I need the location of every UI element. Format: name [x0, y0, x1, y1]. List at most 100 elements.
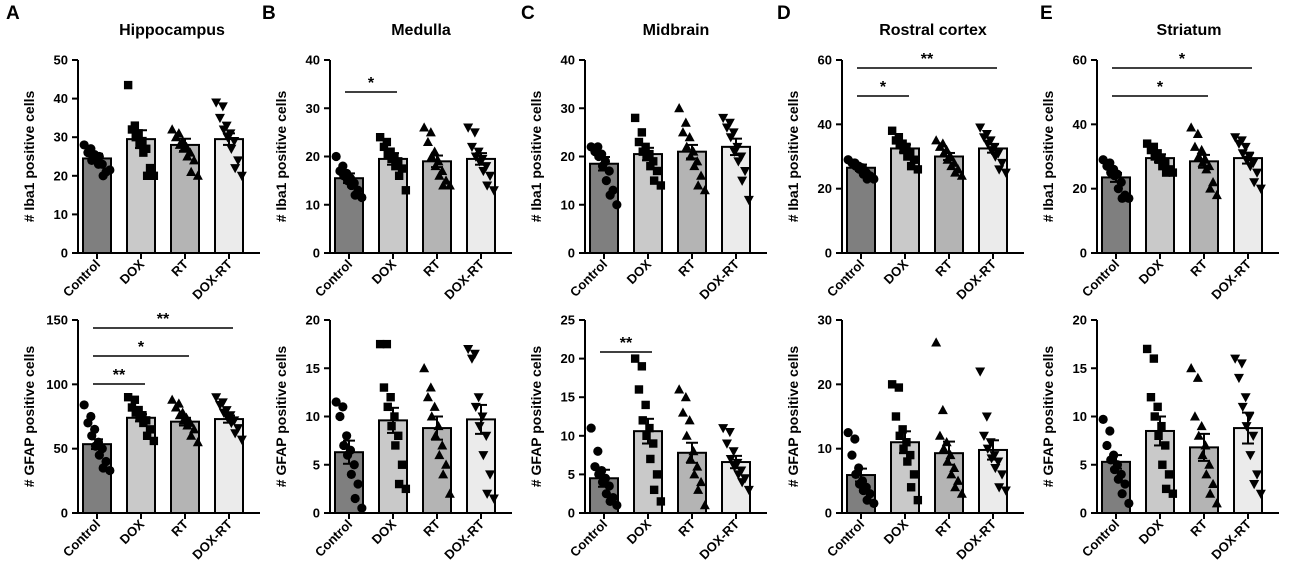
data-point-dox: [895, 431, 904, 440]
data-point-dox-rt: [743, 195, 754, 206]
data-point-rt: [189, 424, 200, 434]
data-point-dox: [634, 385, 644, 394]
panel-title-rostral-cortex: Rostral cortex: [879, 22, 987, 39]
y-tick-label: 5: [1080, 457, 1087, 472]
data-point-dox: [139, 418, 148, 428]
data-point-control: [605, 190, 615, 200]
error-bar-dox: [387, 152, 399, 166]
panel-letters: A B C D E: [6, 3, 1053, 24]
data-point-rt: [1193, 151, 1204, 161]
data-point-dox: [123, 80, 133, 90]
significance-bracket: **: [857, 51, 997, 69]
y-tick-label: 0: [568, 506, 575, 521]
data-point-dox-rt: [733, 157, 744, 167]
data-point-rt: [437, 440, 448, 450]
data-point-dox-rt: [229, 137, 240, 147]
data-point-dox-rt: [1000, 486, 1011, 496]
panel-letter-d: D: [777, 3, 791, 24]
x-category-label-dox: DOX: [1136, 256, 1167, 287]
data-point-dox: [123, 393, 133, 402]
data-point-dox-rt: [214, 400, 225, 411]
data-point-rt: [684, 132, 695, 142]
data-point-control: [1105, 426, 1115, 436]
y-axis-label: # Iba1 positive cells: [273, 91, 289, 223]
error-bar-dox: [1154, 153, 1166, 163]
data-point-dox: [891, 412, 901, 421]
data-point-rt: [693, 484, 704, 494]
data-point-dox-rt: [1244, 412, 1255, 422]
data-point-rt: [1192, 372, 1203, 382]
error-bar-control: [1110, 454, 1122, 470]
data-point-rt: [186, 166, 197, 176]
error-bar-control: [343, 439, 355, 465]
data-point-dox: [394, 171, 404, 180]
data-point-dox: [656, 497, 666, 506]
data-point-dox-rt: [466, 142, 477, 153]
data-point-control: [847, 450, 857, 460]
data-point-dox-rt: [485, 470, 496, 480]
data-point-dox: [382, 137, 392, 147]
y-tick-label: 60: [818, 53, 832, 68]
data-point-dox-rt: [1237, 402, 1248, 413]
x-category-label-rt: RT: [168, 516, 191, 539]
data-point-dox-rt: [233, 424, 244, 434]
data-point-dox: [1142, 344, 1152, 354]
data-point-control: [862, 174, 872, 184]
data-point-dox-rt: [1236, 359, 1247, 369]
y-tick-label: 20: [561, 149, 575, 164]
data-point-dox: [909, 155, 919, 164]
data-point-dox-rt: [1255, 184, 1266, 194]
x-category-label-dox-rt: DOX-RT: [953, 516, 999, 562]
data-point-rt: [950, 482, 961, 492]
error-bar-dox-rt: [730, 137, 742, 157]
x-category-label-control: Control: [312, 517, 355, 560]
x-category-label-rt: RT: [932, 256, 955, 279]
error-bar-dox-rt: [223, 132, 235, 146]
data-point-rt: [950, 167, 961, 177]
data-point-dox-rt: [997, 470, 1008, 480]
data-point-control: [357, 192, 367, 203]
data-point-rt: [425, 127, 436, 137]
data-point-rt: [938, 443, 949, 453]
data-point-rt: [438, 469, 449, 479]
data-point-dox-rt: [994, 483, 1005, 493]
data-point-dox: [913, 165, 923, 174]
data-point-rt: [438, 180, 449, 190]
data-point-rt: [1189, 141, 1200, 151]
data-point-dox: [906, 161, 916, 171]
data-point-rt: [1208, 478, 1219, 489]
data-point-rt: [956, 488, 967, 498]
data-point-dox: [1142, 139, 1152, 148]
data-point-dox: [909, 470, 919, 479]
data-point-rt: [696, 476, 707, 487]
data-point-rt: [681, 430, 692, 440]
y-tick-label: 10: [561, 428, 575, 443]
data-point-dox-rt: [485, 171, 496, 181]
data-point-dox: [1153, 402, 1162, 412]
data-point-dox-rt: [236, 435, 247, 445]
data-point-control: [1124, 193, 1134, 203]
data-point-dox-rt: [718, 424, 729, 434]
data-point-dox-rt: [997, 158, 1008, 169]
data-point-dox-rt: [1249, 178, 1260, 188]
data-point-dox-rt: [230, 164, 241, 174]
x-category-label-control: Control: [824, 257, 867, 300]
data-point-rt: [696, 170, 707, 180]
data-point-dox: [391, 441, 400, 450]
data-point-dox: [1157, 421, 1166, 431]
data-point-rt: [688, 446, 699, 456]
data-point-dox-rt: [733, 470, 744, 480]
data-point-dox: [397, 164, 407, 173]
error-bar-control: [343, 172, 355, 185]
data-point-dox-rt: [478, 166, 489, 177]
y-tick-label: 10: [306, 197, 320, 212]
data-point-dox: [1168, 489, 1178, 498]
error-bar-dox-rt: [223, 414, 235, 424]
data-point-rt: [170, 132, 181, 142]
data-point-control: [94, 450, 104, 460]
data-point-dox: [645, 423, 654, 433]
panel-letter-b: B: [262, 3, 276, 24]
data-point-rt: [1211, 189, 1222, 200]
